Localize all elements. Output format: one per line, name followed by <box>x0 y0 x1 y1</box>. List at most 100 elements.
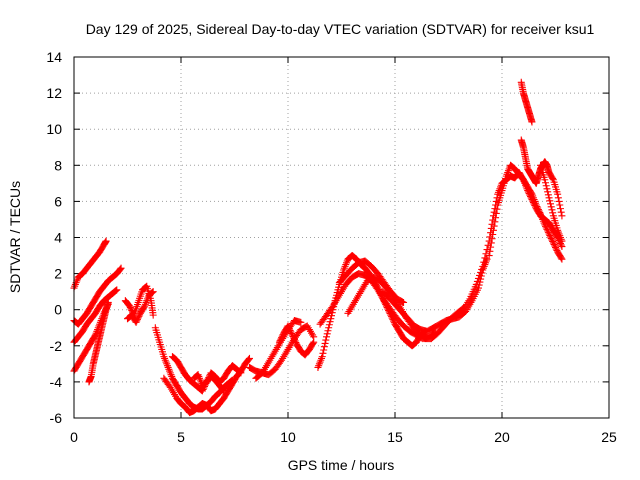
data-point <box>556 205 564 213</box>
data-point <box>542 222 550 230</box>
data-point <box>310 338 318 346</box>
data-point <box>277 335 285 343</box>
x-tick-labels: 0 5 10 15 20 25 <box>70 429 617 445</box>
data-point <box>544 191 552 199</box>
data-point <box>558 237 566 245</box>
data-point <box>126 302 134 310</box>
data-point <box>489 230 497 238</box>
data-point <box>117 264 125 272</box>
data-point <box>555 197 563 205</box>
data-point <box>275 338 283 346</box>
data-point <box>481 254 489 262</box>
series-arc-6 <box>121 282 157 319</box>
data-point <box>278 334 286 342</box>
data-point <box>541 221 549 229</box>
data-point <box>547 233 555 241</box>
y-tick-label: 0 <box>54 302 62 318</box>
data-point <box>203 378 211 386</box>
data-point <box>489 226 497 234</box>
data-point <box>285 323 293 331</box>
data-point <box>547 203 555 211</box>
series-arc-18 <box>344 273 467 343</box>
data-point <box>323 330 331 338</box>
data-point <box>474 274 482 282</box>
y-tick-label: -4 <box>50 374 63 390</box>
data-point <box>104 298 112 306</box>
data-point <box>541 176 549 184</box>
data-point <box>547 234 555 242</box>
plot-frame <box>73 56 610 419</box>
x-tick-label: 25 <box>601 429 617 445</box>
data-point <box>398 298 406 306</box>
data-point <box>478 265 486 273</box>
data-point <box>556 201 564 209</box>
data-point <box>113 286 121 294</box>
data-point <box>480 258 488 266</box>
data-point <box>286 326 294 334</box>
data-point <box>327 315 335 323</box>
data-point <box>546 231 554 239</box>
data-point <box>491 218 499 226</box>
data-point <box>487 243 495 251</box>
data-point <box>236 368 244 376</box>
data-point <box>544 227 552 235</box>
data-points <box>70 78 566 417</box>
data-point <box>322 336 330 344</box>
data-point <box>544 228 552 236</box>
data-point <box>533 203 541 211</box>
data-point <box>91 332 99 340</box>
series-arc-23 <box>537 161 566 245</box>
data-point <box>477 268 485 276</box>
y-axis-label: SDTVAR / TECUs <box>7 181 23 293</box>
data-point <box>547 200 555 208</box>
data-point <box>320 343 328 351</box>
data-point <box>324 327 332 335</box>
data-point <box>557 254 565 262</box>
data-point <box>278 332 286 340</box>
data-point <box>149 288 157 296</box>
data-point <box>309 339 317 347</box>
data-point <box>472 280 480 288</box>
series-arc-13 <box>252 317 305 382</box>
x-axis-label: GPS time / hours <box>288 457 395 473</box>
data-point <box>492 214 500 222</box>
data-point <box>320 346 328 354</box>
data-point <box>328 312 336 320</box>
data-point <box>111 287 119 295</box>
data-point <box>116 265 124 273</box>
data-point <box>219 386 227 394</box>
data-point <box>148 289 156 297</box>
data-point <box>542 179 550 187</box>
data-point <box>284 322 292 330</box>
data-point <box>536 209 544 217</box>
series-arc-21 <box>485 161 566 263</box>
data-point <box>474 284 482 292</box>
series-arc-7 <box>124 288 157 326</box>
data-point <box>132 318 140 326</box>
data-point <box>532 201 540 209</box>
data-point <box>325 324 333 332</box>
data-point <box>549 239 557 247</box>
data-point <box>550 240 558 248</box>
data-point <box>297 318 305 326</box>
data-point <box>288 329 296 337</box>
data-point <box>476 271 484 279</box>
data-point <box>549 237 557 245</box>
data-point <box>205 373 213 381</box>
data-point <box>542 182 550 190</box>
data-point <box>291 337 299 345</box>
x-tick-label: 0 <box>70 429 78 445</box>
y-tick-label: -6 <box>50 410 63 426</box>
data-point <box>245 354 253 362</box>
data-point <box>492 209 500 217</box>
data-point <box>245 355 253 363</box>
series-arc-9 <box>160 354 253 417</box>
series-arc-11 <box>190 362 245 390</box>
data-point <box>288 331 296 339</box>
series-arc-24 <box>517 78 536 126</box>
data-point <box>543 225 551 233</box>
y-tick-label: 12 <box>46 85 62 101</box>
data-point <box>552 245 560 253</box>
data-point <box>235 368 243 376</box>
